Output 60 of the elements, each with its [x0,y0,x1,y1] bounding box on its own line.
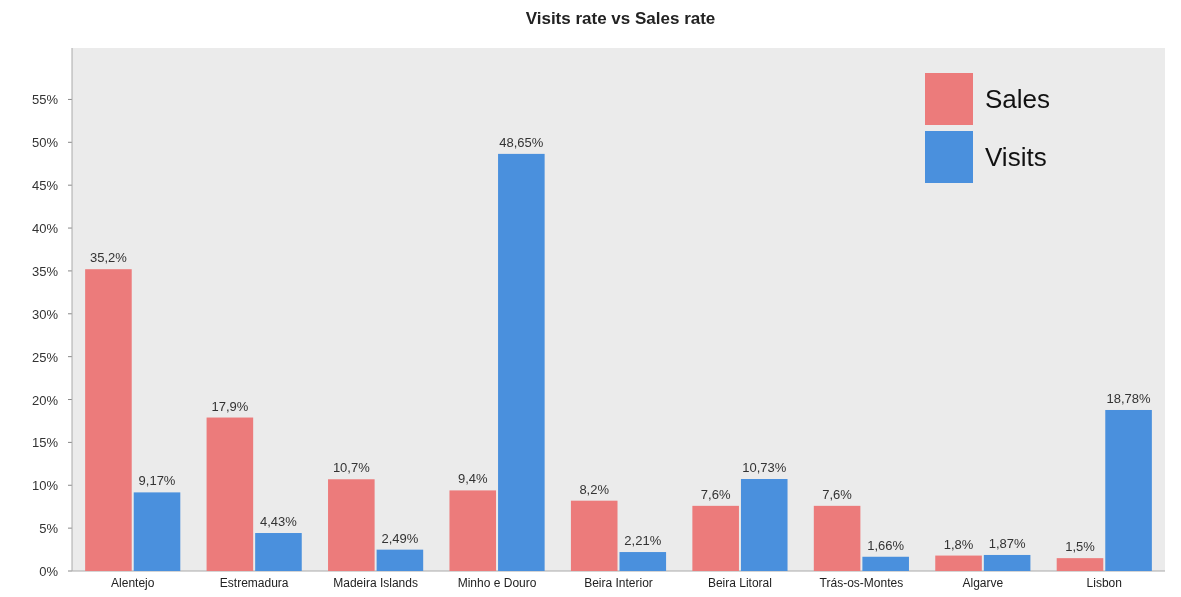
legend-label: Visits [985,142,1047,172]
x-tick-label: Algarve [962,576,1004,590]
bar [133,492,181,571]
bar [740,479,788,571]
chart-title: Visits rate vs Sales rate [525,9,716,28]
data-label: 2,21% [624,533,662,549]
x-tick-label: Madeira Islands [333,576,418,590]
x-tick-label: Lisbon [1086,576,1122,590]
bar [498,153,545,571]
bar [376,549,424,571]
y-tick-label: 10% [31,478,59,494]
bar [255,533,302,571]
data-label: 4,43% [260,514,298,530]
bar [1056,558,1104,571]
bar [449,490,497,571]
data-label: 8,2% [579,481,610,497]
y-tick-label: 0% [39,564,59,579]
y-tick-label: 25% [31,349,59,365]
y-tick-label: 30% [31,306,59,322]
data-label: 9,4% [457,471,489,487]
x-tick-label: Minho e Douro [457,576,537,590]
y-tick-label: 40% [31,221,59,237]
legend-label: Sales [985,84,1051,114]
bar [619,552,667,571]
bar [570,500,618,571]
y-tick-label: 45% [31,178,59,194]
bar [328,479,375,571]
data-label: 7,6% [700,486,731,502]
data-label: 10,7% [332,460,371,476]
y-tick-label: 55% [31,92,59,108]
y-tick-label: 50% [31,135,59,151]
data-label: 1,8% [943,536,974,552]
bar [1105,409,1152,571]
y-tick-label: 35% [31,263,59,279]
y-tick-label: 20% [31,392,59,408]
x-tick-label: Alentejo [111,576,155,590]
data-label: 9,17% [138,473,176,489]
y-tick-label: 15% [31,435,59,451]
bar [813,505,861,571]
data-label: 17,9% [211,398,249,414]
x-tick-label: Beira Interior [584,576,653,590]
data-label: 48,65% [499,134,544,150]
x-tick-label: Beira Litoral [707,576,772,590]
bar [692,505,739,571]
bar [935,555,982,571]
bar [983,554,1031,571]
data-label: 1,87% [988,535,1026,551]
x-tick-label: Trás-os-Montes [819,576,904,590]
bar [206,417,254,571]
bar [85,269,132,571]
bar [862,556,909,571]
data-label: 2,49% [381,530,419,546]
data-label: 10,73% [742,460,787,475]
data-label: 35,2% [90,250,128,266]
data-label: 1,5% [1065,539,1096,555]
x-tick-label: Estremadura [219,576,289,590]
data-label: 1,66% [867,537,905,553]
data-label: 7,6% [822,486,853,502]
y-tick-label: 5% [39,521,59,537]
data-label: 18,78% [1106,390,1152,406]
